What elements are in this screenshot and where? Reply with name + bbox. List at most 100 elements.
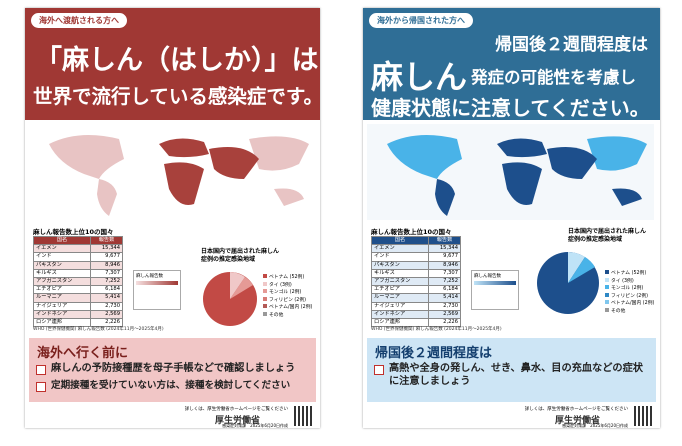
table-row: インドネシア 2,569 <box>32 309 123 319</box>
cell: インド <box>370 252 430 262</box>
cell: イエメン <box>32 244 92 254</box>
legend-entry: ベトナム/国内 (2例) <box>605 300 654 308</box>
map-legend: 麻しん報告数 <box>471 270 519 310</box>
table-row: インド 9,677 <box>370 252 461 262</box>
cell: 7,252 <box>428 276 461 287</box>
logo: 厚生労働省 <box>554 416 600 426</box>
legend-entry: ベトナム/国内 (2例) <box>263 304 312 312</box>
headline: 健康状態に注意してください。 <box>371 96 650 120</box>
headline: 帰国後２週間程度は <box>495 35 648 55</box>
action-item: 高熱や全身の発しん、せき、鼻水、目の充血などの症状に注意しましょう <box>389 363 643 387</box>
cell: ルーマニア <box>370 293 430 303</box>
country-table: 国名 報告数 イエメン 15,344 インド 9,677 パキスタン 8,946 キルギス 7,3… <box>32 235 123 328</box>
credit: 感染症対策課 2025年6月20日作成 <box>222 423 288 428</box>
table-row: エチオピア 6,184 <box>370 285 461 295</box>
cell: パキスタン <box>32 260 92 270</box>
cell: インドネシア <box>370 309 430 319</box>
legend-swatch <box>263 281 267 286</box>
pie <box>537 251 599 314</box>
cell: 8,946 <box>90 260 123 270</box>
cell: 2,226 <box>90 317 123 328</box>
pie <box>203 272 257 326</box>
action-box: 海外へ行く前に 麻しんの予防接種歴を母子手帳などで確認しましょう 定期接種を受け… <box>29 338 316 402</box>
table-row: ロシア連邦 2,226 <box>370 317 461 328</box>
legend-entry: フィリピン (2例) <box>263 296 312 305</box>
tag: 海外へ渡航される方へ <box>31 13 127 28</box>
legend-entry: フィリピン (2例) <box>605 292 654 301</box>
legend-swatch <box>263 289 267 294</box>
pie-legend: ベトナム (52例) タイ (3例) モンゴル (2例) フィリピン (2例) ベトナム… <box>605 270 654 316</box>
cell: 6,184 <box>90 285 123 295</box>
table-header: 国名 報告数 <box>370 235 461 246</box>
footer-note: 詳しくは、厚生労働省ホームページをご覧ください <box>184 407 288 412</box>
poster: 海外から帰国された方へ 帰国後２週間程度は 麻しん 発症の可能性を考慮し 健康状… <box>363 8 660 428</box>
cell: 7,307 <box>90 268 123 278</box>
cell: エチオピア <box>370 285 430 295</box>
legend-label: フィリピン (2例) <box>611 293 649 299</box>
footer: 詳しくは、厚生労働省ホームページをご覧ください 厚生労働省 感染症対策課 202… <box>120 406 320 428</box>
cell: 2,730 <box>90 301 123 311</box>
pie-title: 日本国内で届出された麻しん症例の推定感染地域 <box>568 228 647 243</box>
action-item: 麻しんの予防接種歴を母子手帳などで確認しましょう <box>51 363 296 374</box>
checkbox <box>36 365 46 375</box>
cell: 2,569 <box>428 309 461 319</box>
map-legend-title: 麻しん報告数 <box>474 274 501 279</box>
source: WHO (世界保健機関) 麻しん報告数 (2024年11月〜2025年4月) <box>371 327 502 332</box>
legend-entry: タイ (3例) <box>605 277 654 286</box>
qr-code <box>294 406 314 426</box>
table-row: ロシア連邦 2,226 <box>32 317 123 328</box>
legend-entry: モンゴル (2例) <box>605 285 654 293</box>
table-header: 国名 報告数 <box>32 235 123 246</box>
poster: 海外へ渡航される方へ 「麻しん（はしか）」は 世界で流行している感染症です。 麻… <box>25 8 323 428</box>
cell: キルギス <box>370 268 430 278</box>
checkbox <box>36 382 46 392</box>
action-item: 定期接種を受けていない方は、接種を検討してください <box>51 380 291 391</box>
legend-swatch <box>605 277 609 282</box>
logo: 厚生労働省 <box>214 416 260 426</box>
map-legend: 麻しん報告数 <box>133 270 181 310</box>
legend-label: ベトナム (52例) <box>611 271 647 276</box>
table-title: 麻しん報告数上位10の国々 <box>371 228 452 236</box>
table-row: インド 9,677 <box>32 252 123 262</box>
cell: 5,414 <box>428 293 461 303</box>
cell: 6,184 <box>428 285 461 295</box>
cell: パキスタン <box>370 260 430 270</box>
cell: ナイジェリア <box>370 301 430 311</box>
legend-label: ベトナム/国内 (2例) <box>269 305 313 311</box>
cell: インド <box>32 252 92 262</box>
cell: 7,252 <box>90 276 123 287</box>
legend-entry: ベトナム (52例) <box>263 274 312 282</box>
footer: 詳しくは、厚生労働省ホームページをご覧ください 厚生労働省 感染症対策課 202… <box>460 406 660 428</box>
legend-label: ベトナム/国内 (2例) <box>611 301 655 307</box>
table-row: アフガニスタン 7,252 <box>32 276 123 287</box>
legend-label: フィリピン (2例) <box>269 297 307 303</box>
table-row: ルーマニア 5,414 <box>32 293 123 303</box>
table-row: イエメン 15,344 <box>32 244 123 254</box>
table-row: イエメン 15,344 <box>370 244 461 254</box>
legend-swatch <box>605 270 609 274</box>
table-row: パキスタン 8,946 <box>370 260 461 270</box>
cell: エチオピア <box>32 285 92 295</box>
cell: 9,677 <box>428 252 461 262</box>
header-cell: 報告数 <box>90 235 123 246</box>
legend-swatch <box>263 296 267 301</box>
pie-legend: ベトナム (52例) タイ (3例) モンゴル (2例) フィリピン (2例) ベトナム… <box>263 274 312 320</box>
legend-label: その他 <box>269 312 284 318</box>
legend-label: タイ (3例) <box>269 282 292 288</box>
cell: 9,677 <box>90 252 123 262</box>
cell: アフガニスタン <box>370 276 430 287</box>
table-row: ナイジェリア 2,730 <box>32 301 123 311</box>
legend-swatch <box>605 307 609 312</box>
legend-entry: その他 <box>605 307 654 316</box>
legend-label: モンゴル (2例) <box>269 290 302 296</box>
legend-entry: モンゴル (2例) <box>263 289 312 297</box>
headline: 世界で流行している感染症です。 <box>33 85 323 108</box>
legend-entry: その他 <box>263 311 312 320</box>
legend-entry: ベトナム (52例) <box>605 270 654 278</box>
legend-label: タイ (3例) <box>611 278 634 284</box>
cell: 2,569 <box>90 309 123 319</box>
qr-code <box>634 406 654 426</box>
footer-note: 詳しくは、厚生労働省ホームページをご覧ください <box>524 407 628 412</box>
world-map <box>367 124 654 220</box>
